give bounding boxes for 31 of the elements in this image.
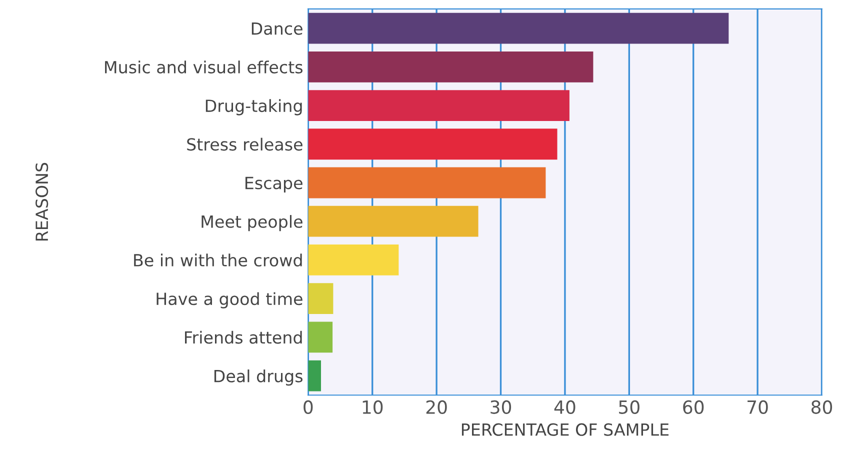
x-tick-label: 80 — [811, 400, 832, 414]
bar — [308, 51, 594, 82]
y-tick-label: Deal drugs — [214, 369, 302, 386]
bar — [308, 283, 334, 314]
x-tick-label: 10 — [362, 400, 383, 414]
x-axis-title: PERCENTAGE OF SAMPLE — [462, 423, 669, 436]
x-tick-label: 70 — [748, 400, 768, 414]
y-tick-label: Friends attend — [185, 330, 302, 344]
bar — [308, 12, 729, 44]
y-tick-label: Dance — [252, 22, 302, 35]
y-tick-label: Music and visual effects — [105, 60, 302, 74]
x-tick-label: 30 — [490, 400, 512, 414]
x-tick-label: 20 — [426, 400, 447, 414]
x-tick-label: 40 — [554, 400, 576, 414]
y-tick-label: Be in with the crowd — [134, 254, 302, 267]
bar — [308, 90, 570, 121]
y-tick-label: Escape — [246, 176, 302, 193]
x-tick-label: 50 — [619, 400, 640, 414]
bar — [308, 360, 321, 392]
bar — [308, 322, 333, 353]
x-tick-label: 60 — [683, 400, 704, 414]
x-tick-label: 0 — [304, 400, 313, 414]
bar — [308, 206, 478, 237]
y-tick-label: Stress release — [187, 138, 302, 151]
y-tick-label: Have a good time — [156, 292, 302, 308]
y-axis-title: REASONS — [36, 162, 48, 241]
y-tick-label: Meet people — [202, 215, 302, 232]
bar — [308, 128, 558, 160]
bar — [308, 244, 399, 276]
bar — [308, 167, 546, 198]
y-tick-label: Drug-taking — [206, 99, 302, 116]
